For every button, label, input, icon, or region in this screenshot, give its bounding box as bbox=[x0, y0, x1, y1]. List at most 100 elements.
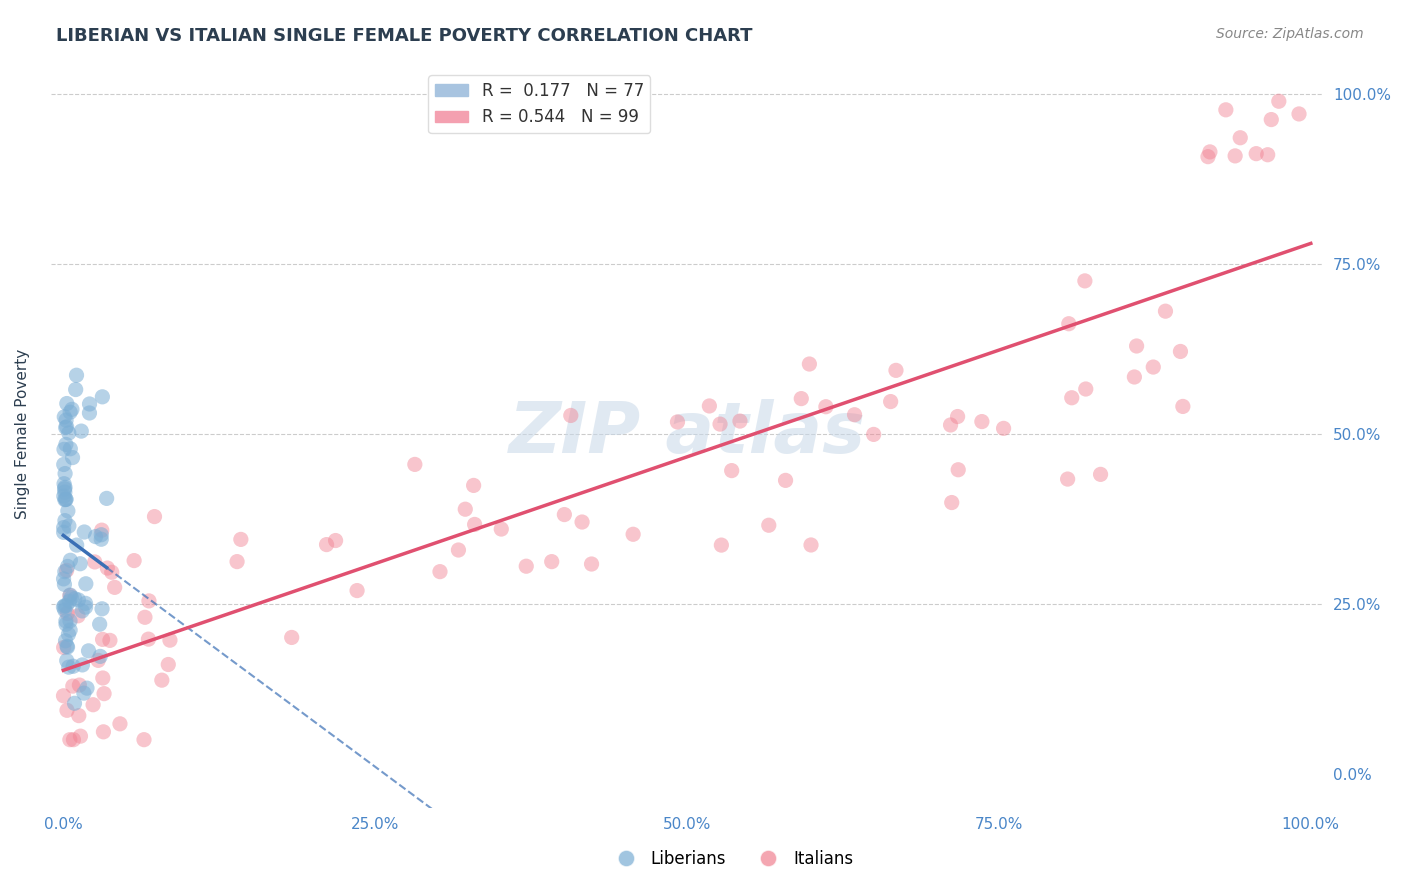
Point bbox=[709, 417, 731, 431]
Point bbox=[55, 563, 77, 577]
Point bbox=[55, 492, 77, 507]
Point bbox=[1074, 274, 1097, 288]
Point bbox=[91, 602, 114, 616]
Point bbox=[75, 576, 97, 591]
Point bbox=[280, 631, 302, 645]
Point bbox=[53, 480, 76, 494]
Point bbox=[55, 617, 77, 632]
Point bbox=[73, 686, 96, 700]
Point bbox=[226, 555, 249, 569]
Point bbox=[491, 522, 513, 536]
Point bbox=[53, 442, 76, 457]
Point bbox=[799, 357, 821, 371]
Point bbox=[553, 508, 575, 522]
Point bbox=[138, 632, 160, 647]
Text: ZIP atlas: ZIP atlas bbox=[509, 399, 866, 468]
Point bbox=[429, 565, 451, 579]
Point bbox=[60, 402, 83, 417]
Point bbox=[66, 538, 89, 552]
Point bbox=[58, 519, 80, 533]
Point bbox=[104, 580, 127, 594]
Point bbox=[55, 419, 77, 434]
Point bbox=[82, 698, 104, 712]
Point bbox=[55, 420, 77, 434]
Point bbox=[325, 533, 347, 548]
Point bbox=[993, 421, 1015, 435]
Point bbox=[1223, 149, 1246, 163]
Point bbox=[1074, 382, 1097, 396]
Point bbox=[69, 557, 91, 571]
Point bbox=[59, 614, 82, 628]
Point bbox=[84, 530, 107, 544]
Point bbox=[79, 406, 101, 420]
Point bbox=[56, 504, 79, 518]
Point bbox=[55, 437, 77, 451]
Point bbox=[65, 368, 87, 383]
Point bbox=[75, 600, 97, 615]
Point bbox=[55, 614, 77, 628]
Point bbox=[91, 632, 114, 647]
Point bbox=[58, 425, 80, 440]
Point bbox=[55, 654, 77, 668]
Point bbox=[1229, 130, 1251, 145]
Point bbox=[1056, 472, 1078, 486]
Point bbox=[1171, 400, 1194, 414]
Point bbox=[515, 559, 537, 574]
Point bbox=[1260, 112, 1282, 127]
Point bbox=[862, 427, 884, 442]
Text: Source: ZipAtlas.com: Source: ZipAtlas.com bbox=[1216, 27, 1364, 41]
Point bbox=[108, 716, 131, 731]
Point bbox=[63, 696, 86, 710]
Point bbox=[404, 458, 426, 472]
Point bbox=[87, 653, 110, 667]
Point bbox=[72, 657, 94, 672]
Point bbox=[884, 363, 907, 377]
Point bbox=[52, 689, 75, 703]
Point bbox=[132, 732, 155, 747]
Point bbox=[1154, 304, 1177, 318]
Text: LIBERIAN VS ITALIAN SINGLE FEMALE POVERTY CORRELATION CHART: LIBERIAN VS ITALIAN SINGLE FEMALE POVERT… bbox=[56, 27, 752, 45]
Legend: R =  0.177   N = 77, R = 0.544   N = 99: R = 0.177 N = 77, R = 0.544 N = 99 bbox=[429, 76, 651, 133]
Point bbox=[53, 565, 76, 579]
Point bbox=[53, 467, 76, 481]
Point bbox=[560, 409, 582, 423]
Point bbox=[150, 673, 173, 688]
Point bbox=[53, 599, 76, 613]
Point bbox=[134, 610, 156, 624]
Point bbox=[58, 594, 80, 608]
Point bbox=[53, 409, 76, 424]
Point bbox=[93, 687, 115, 701]
Point bbox=[55, 492, 77, 507]
Point bbox=[53, 603, 76, 617]
Point bbox=[1199, 145, 1222, 159]
Point bbox=[59, 589, 82, 603]
Point bbox=[62, 679, 84, 693]
Point bbox=[53, 476, 76, 491]
Point bbox=[73, 524, 96, 539]
Point bbox=[1257, 147, 1279, 161]
Point bbox=[346, 583, 368, 598]
Point bbox=[67, 708, 90, 723]
Point bbox=[790, 392, 813, 406]
Point bbox=[56, 559, 79, 574]
Point bbox=[53, 482, 76, 496]
Point bbox=[948, 463, 970, 477]
Point bbox=[59, 442, 82, 456]
Point bbox=[77, 644, 100, 658]
Point bbox=[454, 502, 477, 516]
Point bbox=[60, 591, 83, 605]
Point bbox=[52, 458, 75, 472]
Point bbox=[56, 607, 79, 621]
Point bbox=[157, 657, 180, 672]
Point bbox=[55, 413, 77, 427]
Point bbox=[91, 671, 114, 685]
Point bbox=[59, 553, 82, 567]
Point bbox=[59, 405, 82, 419]
Point bbox=[844, 408, 866, 422]
Point bbox=[1057, 317, 1080, 331]
Point bbox=[89, 649, 111, 664]
Point bbox=[939, 417, 962, 432]
Point bbox=[464, 517, 486, 532]
Point bbox=[62, 450, 84, 465]
Point bbox=[728, 414, 751, 428]
